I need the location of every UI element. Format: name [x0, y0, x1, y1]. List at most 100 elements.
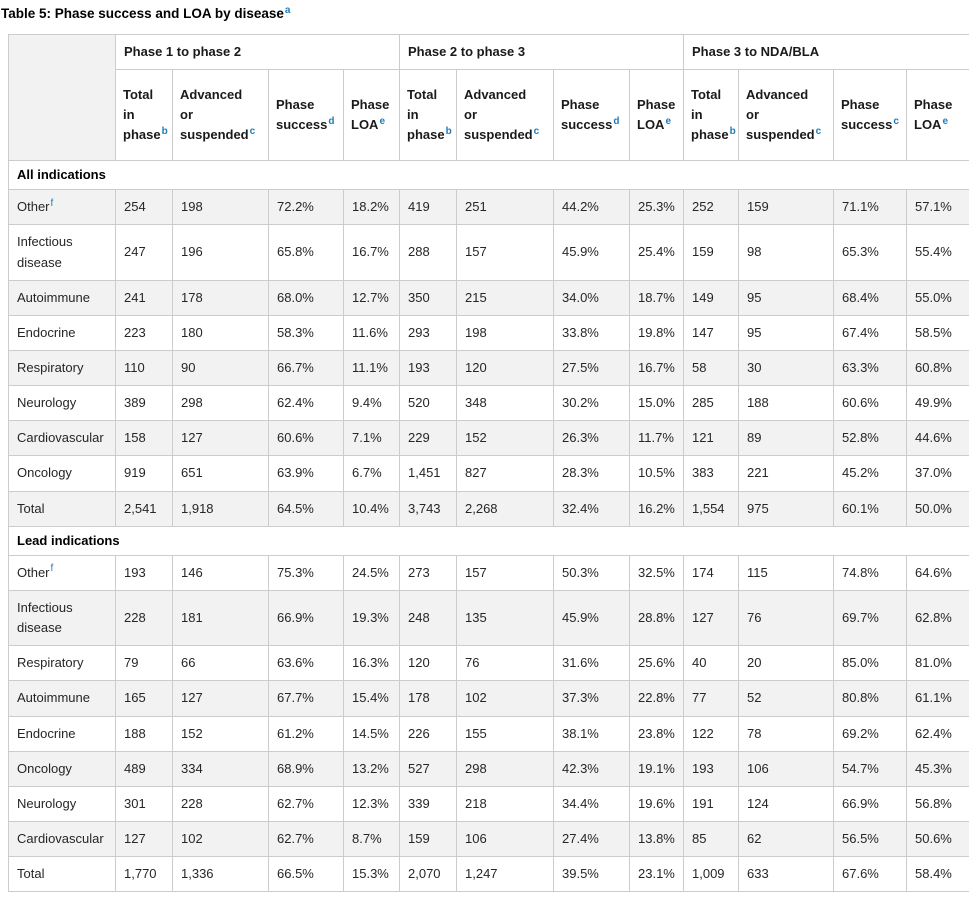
value-cell: 198 — [173, 190, 269, 225]
value-cell: 58.5% — [907, 315, 969, 350]
footnote-link-f[interactable]: f — [51, 198, 54, 209]
value-cell: 419 — [400, 190, 457, 225]
value-cell: 80.8% — [834, 681, 907, 716]
value-cell: 65.3% — [834, 225, 907, 280]
disease-cell: Neurology — [9, 386, 116, 421]
value-cell: 127 — [116, 821, 173, 856]
value-cell: 2,070 — [400, 857, 457, 892]
value-cell: 2,268 — [457, 491, 554, 526]
disease-cell: Otherf — [9, 190, 116, 225]
value-cell: 18.2% — [344, 190, 400, 225]
value-cell: 18.7% — [630, 280, 684, 315]
footnote-link-c[interactable]: c — [534, 126, 540, 137]
value-cell: 285 — [684, 386, 739, 421]
footnote-link-d[interactable]: d — [613, 116, 619, 127]
disease-cell: Total — [9, 857, 116, 892]
value-cell: 121 — [684, 421, 739, 456]
value-cell: 22.8% — [630, 681, 684, 716]
value-cell: 348 — [457, 386, 554, 421]
value-cell: 191 — [684, 786, 739, 821]
value-cell: 248 — [400, 590, 457, 645]
footnote-link-c[interactable]: c — [250, 126, 256, 137]
footnote-link-e[interactable]: e — [665, 116, 671, 127]
value-cell: 293 — [400, 315, 457, 350]
value-cell: 7.1% — [344, 421, 400, 456]
footnote-link-c[interactable]: c — [816, 126, 822, 137]
value-cell: 110 — [116, 350, 173, 385]
disease-cell: Infectious disease — [9, 225, 116, 280]
value-cell: 11.7% — [630, 421, 684, 456]
value-cell: 146 — [173, 555, 269, 590]
footnote-link-f[interactable]: f — [51, 563, 54, 574]
value-cell: 44.6% — [907, 421, 969, 456]
value-cell: 1,336 — [173, 857, 269, 892]
footnote-link-c[interactable]: c — [893, 116, 899, 127]
footnote-link-d[interactable]: d — [328, 116, 334, 127]
footnote-link-b[interactable]: b — [730, 126, 736, 137]
value-cell: 66.5% — [269, 857, 344, 892]
value-cell: 30.2% — [554, 386, 630, 421]
value-cell: 11.6% — [344, 315, 400, 350]
value-cell: 827 — [457, 456, 554, 491]
footnote-link-e[interactable]: e — [942, 116, 948, 127]
footnote-link-a[interactable]: a — [285, 5, 291, 16]
value-cell: 155 — [457, 716, 554, 751]
value-cell: 3,743 — [400, 491, 457, 526]
value-cell: 31.6% — [554, 646, 630, 681]
value-cell: 61.1% — [907, 681, 969, 716]
group-header-row: Phase 1 to phase 2 Phase 2 to phase 3 Ph… — [9, 34, 969, 69]
value-cell: 67.6% — [834, 857, 907, 892]
value-cell: 152 — [173, 716, 269, 751]
value-cell: 14.5% — [344, 716, 400, 751]
value-cell: 56.8% — [907, 786, 969, 821]
footnote-link-b[interactable]: b — [162, 126, 168, 137]
value-cell: 20 — [739, 646, 834, 681]
value-cell: 252 — [684, 190, 739, 225]
value-cell: 241 — [116, 280, 173, 315]
value-cell: 34.4% — [554, 786, 630, 821]
value-cell: 298 — [457, 751, 554, 786]
value-cell: 152 — [457, 421, 554, 456]
value-cell: 6.7% — [344, 456, 400, 491]
value-cell: 72.2% — [269, 190, 344, 225]
disease-cell: Autoimmune — [9, 280, 116, 315]
value-cell: 64.5% — [269, 491, 344, 526]
value-cell: 11.1% — [344, 350, 400, 385]
disease-cell: Respiratory — [9, 646, 116, 681]
section-row: All indications — [9, 161, 969, 190]
value-cell: 15.4% — [344, 681, 400, 716]
value-cell: 273 — [400, 555, 457, 590]
value-cell: 247 — [116, 225, 173, 280]
value-cell: 24.5% — [344, 555, 400, 590]
footnote-link-e[interactable]: e — [379, 116, 385, 127]
value-cell: 188 — [116, 716, 173, 751]
value-cell: 58 — [684, 350, 739, 385]
value-cell: 520 — [400, 386, 457, 421]
disease-cell: Cardiovascular — [9, 421, 116, 456]
value-cell: 63.3% — [834, 350, 907, 385]
value-cell: 181 — [173, 590, 269, 645]
table-scroll-area[interactable]: Phase 1 to phase 2 Phase 2 to phase 3 Ph… — [8, 34, 969, 893]
value-cell: 34.0% — [554, 280, 630, 315]
value-cell: 193 — [684, 751, 739, 786]
value-cell: 85.0% — [834, 646, 907, 681]
value-cell: 85 — [684, 821, 739, 856]
value-cell: 651 — [173, 456, 269, 491]
disease-cell: Endocrine — [9, 315, 116, 350]
footnote-link-b[interactable]: b — [446, 126, 452, 137]
value-cell: 77 — [684, 681, 739, 716]
value-cell: 69.2% — [834, 716, 907, 751]
value-cell: 127 — [173, 681, 269, 716]
value-cell: 52 — [739, 681, 834, 716]
value-cell: 66.9% — [834, 786, 907, 821]
